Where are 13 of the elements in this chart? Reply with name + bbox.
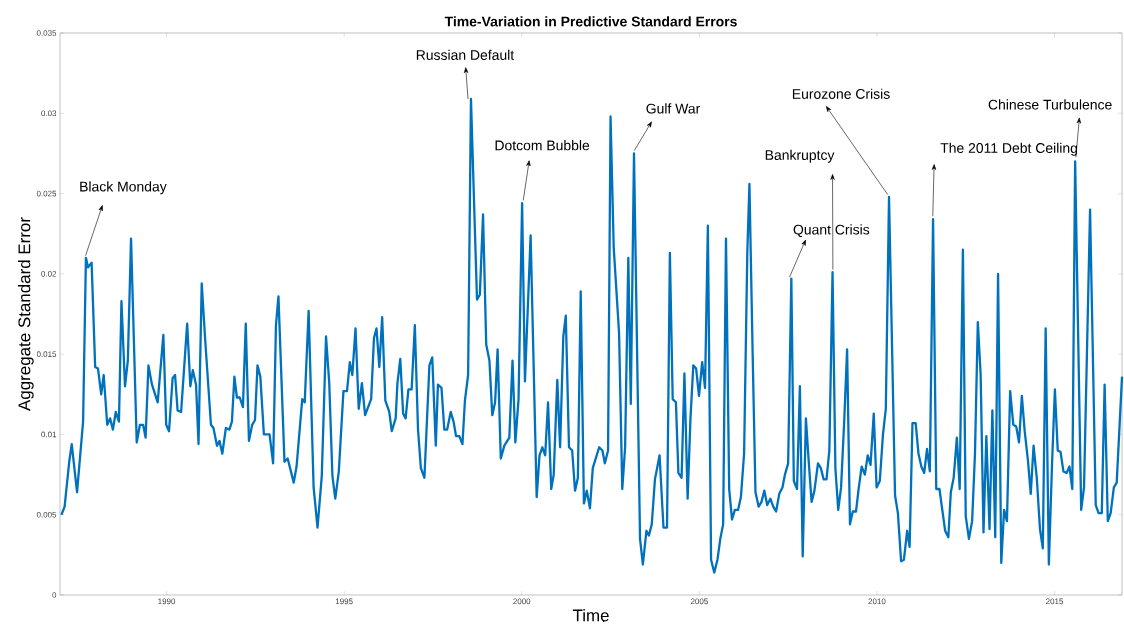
annotation: Russian Default bbox=[416, 49, 515, 60]
annotation: Bankruptcy bbox=[765, 149, 835, 163]
annotation: The 2011 Debt Ceiling bbox=[940, 142, 1078, 156]
annotation: Chinese Turbulence bbox=[988, 99, 1112, 110]
annotation: Gulf War bbox=[646, 103, 701, 114]
chart-title: Time-Variation in Predictive Standard Errors bbox=[444, 16, 737, 27]
annotation: Dotcom Bubble bbox=[495, 140, 590, 151]
annotation: Quant Crisis bbox=[793, 224, 870, 238]
annotation: Black Monday bbox=[80, 181, 167, 195]
line-series bbox=[60, 97, 1124, 574]
annotation: Eurozone Crisis bbox=[792, 88, 890, 99]
x-axis-title: Time bbox=[572, 609, 609, 622]
y-axis-title: Aggregate Standard Error bbox=[17, 217, 34, 411]
